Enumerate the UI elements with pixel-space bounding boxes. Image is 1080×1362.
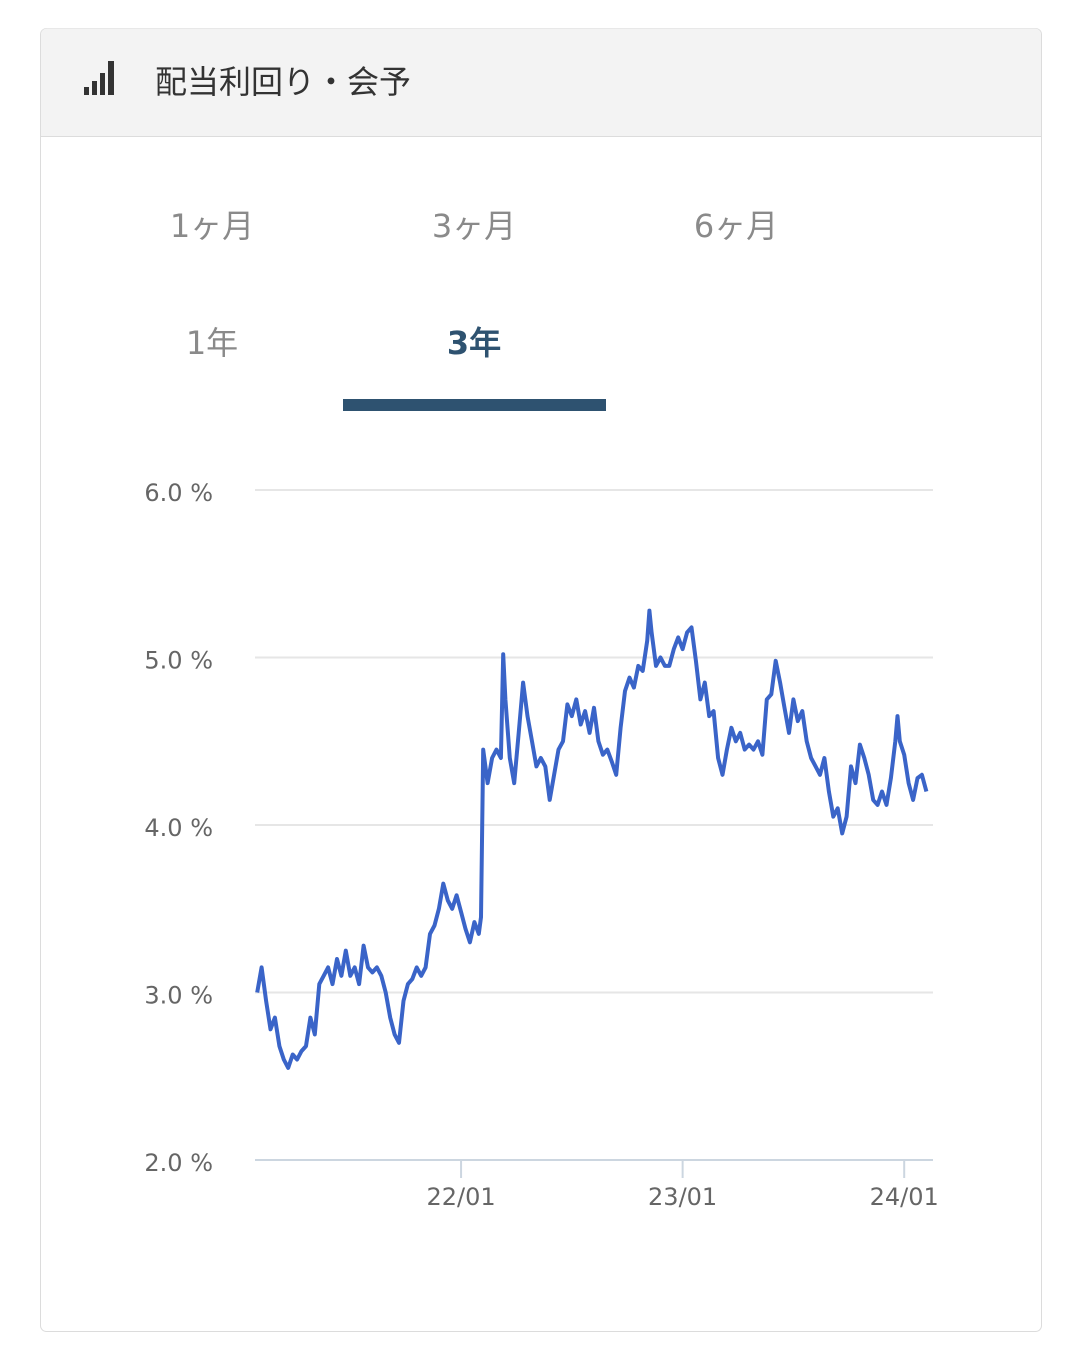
tab[interactable]: 3年 — [447, 324, 501, 362]
y-tick-label: 3.0 % — [144, 982, 213, 1010]
y-tick-label: 4.0 % — [144, 814, 213, 842]
tab-indicator — [343, 399, 606, 411]
tab[interactable]: 3ヶ月 — [432, 207, 516, 245]
yield-line — [255, 608, 929, 1070]
x-tick-label: 23/01 — [648, 1183, 717, 1211]
x-tick-label: 24/01 — [870, 1183, 939, 1211]
tab[interactable]: 1ヶ月 — [170, 207, 254, 245]
y-tick-label: 6.0 % — [144, 479, 213, 507]
header-title: 配当利回り・会予 — [155, 63, 411, 101]
x-tick-label: 22/01 — [426, 1183, 495, 1211]
tab[interactable]: 1年 — [186, 324, 238, 362]
tab[interactable]: 6ヶ月 — [694, 207, 778, 245]
y-tick-label: 5.0 % — [144, 647, 213, 675]
signal-icon — [84, 61, 114, 95]
y-tick-label: 2.0 % — [144, 1149, 213, 1177]
card-header — [41, 28, 1041, 136]
